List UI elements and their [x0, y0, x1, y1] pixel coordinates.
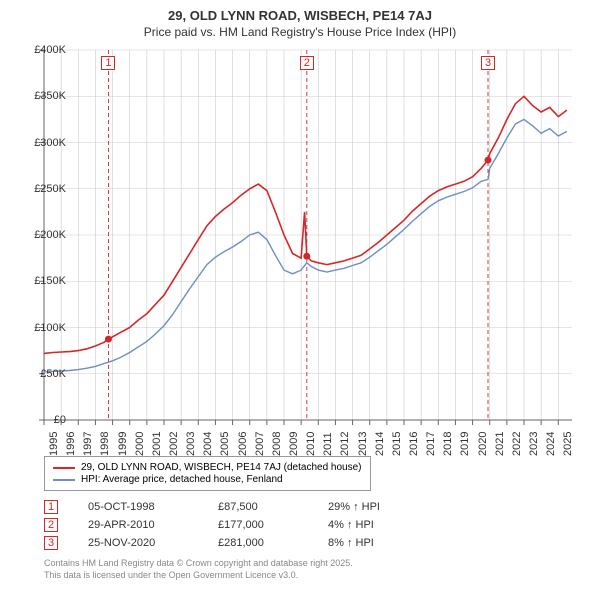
x-tick-label: 1995 — [48, 432, 60, 456]
x-tick-label: 2024 — [545, 432, 557, 456]
sales-row: 1 05-OCT-1998£87,50029% ↑ HPI — [44, 498, 448, 516]
x-tick-label: 2006 — [237, 432, 249, 456]
sales-row-date: 29-APR-2010 — [88, 519, 218, 531]
sale-marker-label: 1 — [101, 56, 115, 70]
sales-row-price: £177,000 — [218, 519, 328, 531]
x-tick-label: 1998 — [99, 432, 111, 456]
y-tick-label: £300K — [34, 137, 66, 149]
x-tick-label: 2023 — [528, 432, 540, 456]
x-tick-label: 1999 — [117, 432, 129, 456]
sales-row: 2 29-APR-2010£177,0004% ↑ HPI — [44, 516, 448, 534]
x-tick-label: 2025 — [562, 432, 574, 456]
x-tick-label: 2015 — [391, 432, 403, 456]
legend: 29, OLD LYNN ROAD, WISBECH, PE14 7AJ (de… — [44, 456, 371, 491]
x-tick-label: 2001 — [151, 432, 163, 456]
x-tick-label: 2017 — [425, 432, 437, 456]
y-tick-label: £400K — [34, 44, 66, 56]
sales-row-delta: 29% ↑ HPI — [328, 501, 448, 513]
chart-area — [44, 50, 572, 420]
x-tick-label: 2014 — [374, 432, 386, 456]
legend-text: 29, OLD LYNN ROAD, WISBECH, PE14 7AJ (de… — [81, 462, 362, 473]
x-tick-label: 2009 — [288, 432, 300, 456]
y-tick-label: £0 — [54, 414, 66, 426]
sales-table: 1 05-OCT-1998£87,50029% ↑ HPI 2 29-APR-2010… — [44, 498, 448, 552]
x-tick-label: 2021 — [494, 432, 506, 456]
x-tick-label: 2012 — [339, 432, 351, 456]
x-tick-label: 2020 — [477, 432, 489, 456]
x-tick-label: 2011 — [322, 432, 334, 456]
sales-row-marker: 2 — [44, 518, 58, 532]
y-tick-label: £50K — [40, 368, 66, 380]
sales-row-price: £281,000 — [218, 537, 328, 549]
y-tick-label: £150K — [34, 275, 66, 287]
legend-swatch — [53, 479, 75, 481]
sales-row-price: £87,500 — [218, 501, 328, 513]
chart-svg — [44, 50, 572, 420]
x-tick-label: 2005 — [219, 432, 231, 456]
y-tick-label: £250K — [34, 183, 66, 195]
chart-title-main: 29, OLD LYNN ROAD, WISBECH, PE14 7AJ — [0, 8, 600, 23]
sales-row-delta: 8% ↑ HPI — [328, 537, 448, 549]
sale-marker-label: 2 — [300, 56, 314, 70]
sales-row-date: 25-NOV-2020 — [88, 537, 218, 549]
x-tick-label: 2016 — [408, 432, 420, 456]
x-tick-label: 2004 — [202, 432, 214, 456]
x-tick-label: 2007 — [254, 432, 266, 456]
sales-row-date: 05-OCT-1998 — [88, 501, 218, 513]
x-tick-label: 1997 — [82, 432, 94, 456]
x-tick-label: 2003 — [185, 432, 197, 456]
x-tick-label: 2002 — [168, 432, 180, 456]
sales-row-marker: 1 — [44, 500, 58, 514]
legend-row: HPI: Average price, detached house, Fenl… — [53, 474, 362, 485]
legend-swatch — [53, 467, 75, 469]
footer-line2: This data is licensed under the Open Gov… — [44, 570, 353, 582]
x-tick-label: 2019 — [459, 432, 471, 456]
x-tick-label: 2018 — [442, 432, 454, 456]
sales-row-delta: 4% ↑ HPI — [328, 519, 448, 531]
sale-marker-label: 3 — [481, 56, 495, 70]
x-tick-label: 1996 — [65, 432, 77, 456]
sales-row-marker: 3 — [44, 536, 58, 550]
x-tick-label: 2013 — [357, 432, 369, 456]
footer-line1: Contains HM Land Registry data © Crown c… — [44, 558, 353, 570]
legend-text: HPI: Average price, detached house, Fenl… — [81, 474, 283, 485]
legend-row: 29, OLD LYNN ROAD, WISBECH, PE14 7AJ (de… — [53, 462, 362, 473]
footer-attribution: Contains HM Land Registry data © Crown c… — [44, 558, 353, 581]
y-tick-label: £200K — [34, 229, 66, 241]
y-tick-label: £100K — [34, 322, 66, 334]
x-tick-label: 2022 — [511, 432, 523, 456]
y-tick-label: £350K — [34, 90, 66, 102]
sales-row: 3 25-NOV-2020£281,0008% ↑ HPI — [44, 534, 448, 552]
x-tick-label: 2010 — [305, 432, 317, 456]
x-tick-label: 2000 — [134, 432, 146, 456]
chart-title-sub: Price paid vs. HM Land Registry's House … — [0, 25, 600, 39]
chart-titles: 29, OLD LYNN ROAD, WISBECH, PE14 7AJ Pri… — [0, 0, 600, 39]
x-tick-label: 2008 — [271, 432, 283, 456]
